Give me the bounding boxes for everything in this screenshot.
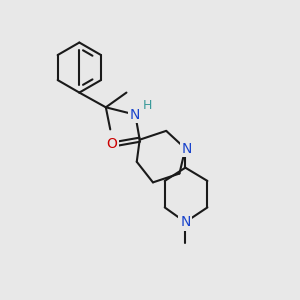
Text: N: N: [130, 108, 140, 122]
Text: N: N: [180, 215, 190, 229]
Text: H: H: [143, 99, 152, 112]
Text: O: O: [106, 137, 117, 151]
Text: N: N: [182, 142, 192, 155]
